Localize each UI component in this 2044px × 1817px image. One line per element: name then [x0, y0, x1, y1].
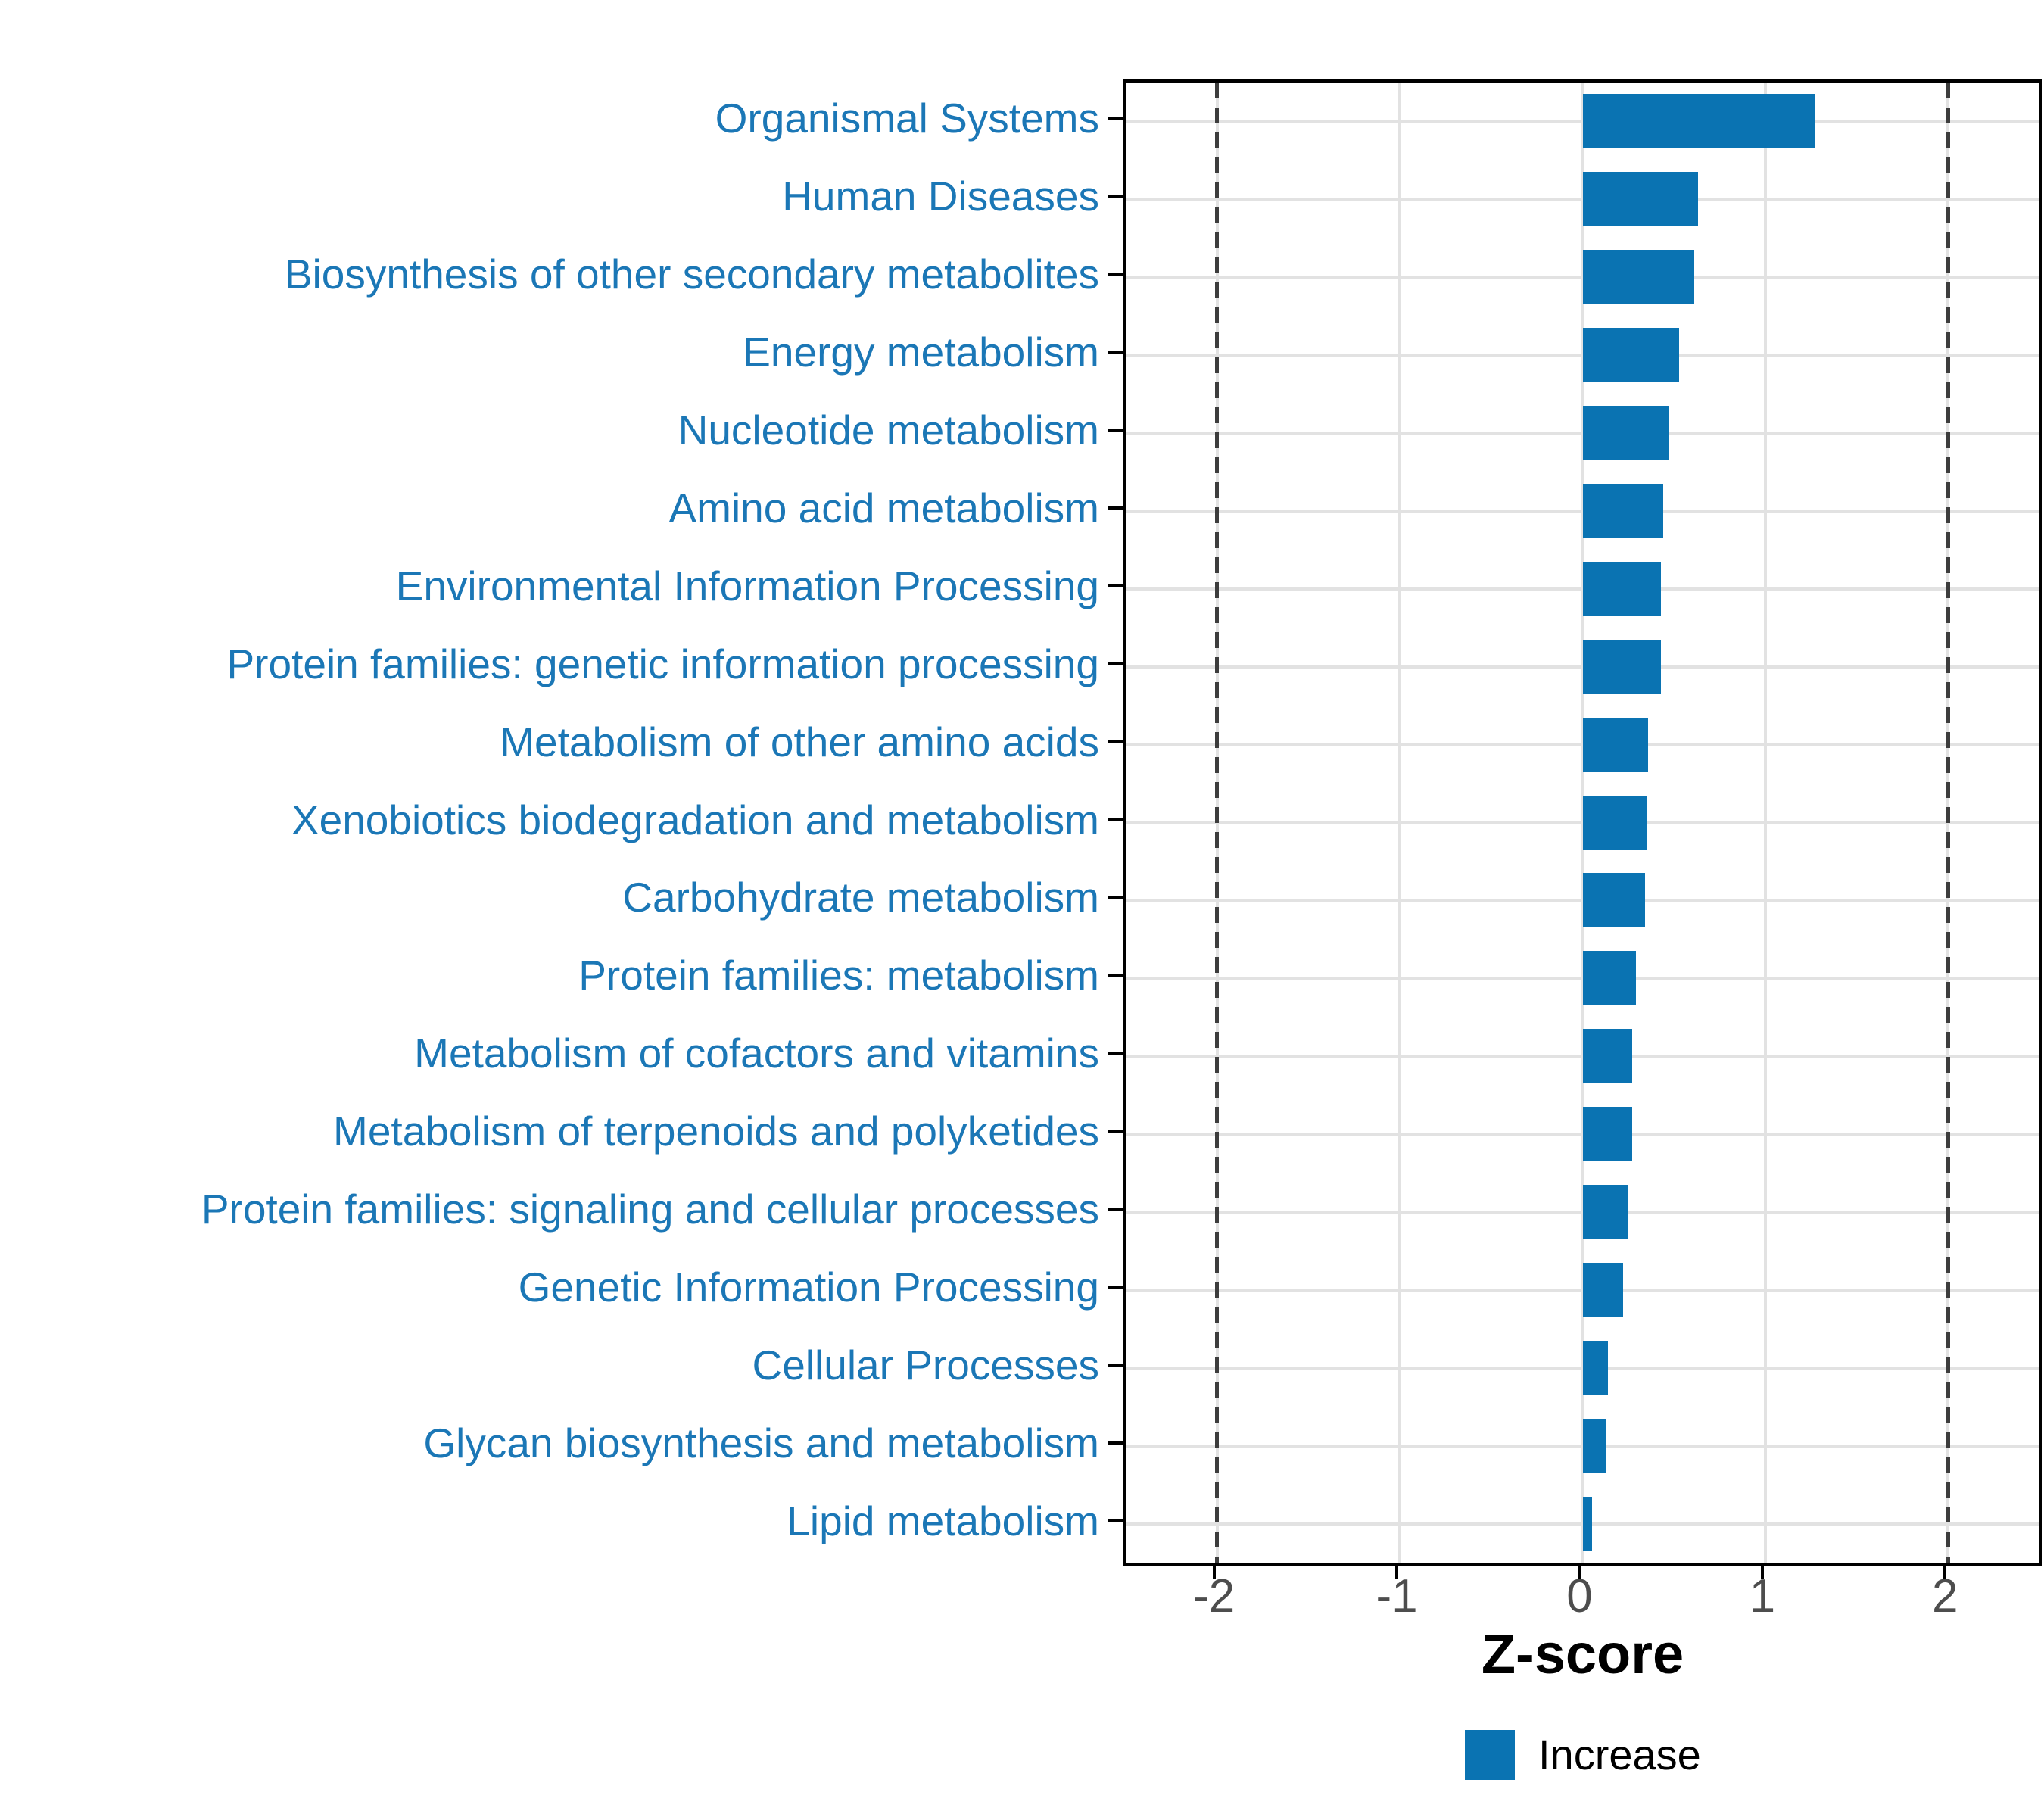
x-tick-label: 2: [1932, 1570, 1958, 1622]
y-axis-tick: [1108, 974, 1123, 977]
category-label: Metabolism of cofactors and vitamins: [414, 1030, 1099, 1077]
bar: [1582, 1340, 1609, 1395]
bar: [1582, 1029, 1632, 1084]
bar: [1582, 483, 1663, 538]
y-axis-tick: [1108, 818, 1123, 821]
x-tick-label: 0: [1566, 1570, 1593, 1622]
bar: [1582, 250, 1694, 305]
y-axis-tick: [1108, 1363, 1123, 1367]
plot-panel: [1123, 79, 2042, 1566]
y-axis-tick: [1108, 662, 1123, 665]
category-label: Energy metabolism: [743, 329, 1099, 376]
bar: [1582, 1262, 1623, 1317]
category-label: Protein families: signaling and cellular…: [201, 1185, 1099, 1233]
x-axis-title: Z-score: [1481, 1622, 1684, 1685]
x-axis-tick: [1943, 1563, 1947, 1579]
category-label: Lipid metabolism: [787, 1497, 1099, 1544]
x-axis-tick: [1760, 1563, 1764, 1579]
x-axis-tick: [1578, 1563, 1581, 1579]
y-axis-tick: [1108, 1441, 1123, 1445]
x-axis-tick: [1212, 1563, 1216, 1579]
dashed-guide-line: [1215, 83, 1220, 1563]
category-label: Metabolism of other amino acids: [500, 718, 1099, 765]
y-axis-tick: [1108, 1130, 1123, 1133]
y-axis-tick: [1108, 117, 1123, 120]
y-axis-tick: [1108, 1519, 1123, 1522]
bar: [1582, 795, 1647, 850]
category-label: Glycan biosynthesis and metabolism: [423, 1419, 1099, 1466]
category-label: Carbohydrate metabolism: [622, 874, 1099, 921]
y-axis-tick: [1108, 506, 1123, 510]
y-axis-tick: [1108, 1052, 1123, 1055]
dashed-guide-line: [1946, 83, 1950, 1563]
bar: [1582, 873, 1645, 928]
category-label: Nucleotide metabolism: [678, 407, 1099, 454]
bar: [1582, 561, 1662, 616]
y-axis-tick: [1108, 740, 1123, 743]
category-label: Environmental Information Processing: [395, 562, 1099, 609]
v-gridline: [1763, 83, 1767, 1563]
y-axis-tick: [1108, 351, 1123, 354]
category-label: Xenobiotics biodegradation and metabolis…: [291, 796, 1099, 843]
bar: [1582, 172, 1698, 227]
x-tick-label: -2: [1193, 1570, 1235, 1622]
legend-label-increase: Increase: [1538, 1731, 1701, 1778]
category-label: Cellular Processes: [752, 1341, 1099, 1388]
x-tick-label: -1: [1376, 1570, 1418, 1622]
y-axis-tick: [1108, 584, 1123, 587]
bar: [1582, 406, 1669, 461]
x-axis-tick: [1395, 1563, 1399, 1579]
v-gridline: [1398, 83, 1402, 1563]
y-axis-tick: [1108, 429, 1123, 432]
bar: [1582, 639, 1662, 694]
bar: [1582, 1184, 1628, 1239]
category-label: Protein families: genetic information pr…: [226, 640, 1099, 687]
bar: [1582, 1496, 1592, 1551]
category-label: Metabolism of terpenoids and polyketides: [333, 1108, 1099, 1155]
y-axis-tick: [1108, 195, 1123, 198]
category-label: Biosynthesis of other secondary metaboli…: [284, 251, 1099, 298]
bar: [1582, 717, 1649, 772]
y-axis-tick: [1108, 1285, 1123, 1289]
bar: [1582, 1107, 1632, 1162]
y-axis-tick: [1108, 896, 1123, 899]
category-label: Protein families: metabolism: [578, 952, 1099, 999]
category-label: Organismal Systems: [715, 95, 1099, 142]
bar: [1582, 94, 1815, 149]
category-label: Amino acid metabolism: [668, 484, 1099, 531]
y-axis-tick: [1108, 1207, 1123, 1211]
x-tick-label: 1: [1749, 1570, 1776, 1622]
bar: [1582, 328, 1680, 383]
bar: [1582, 1418, 1606, 1473]
category-label: Genetic Information Processing: [518, 1263, 1099, 1311]
bar: [1582, 951, 1636, 1006]
legend-swatch-increase: [1465, 1730, 1515, 1780]
category-label: Human Diseases: [782, 173, 1099, 220]
y-axis-tick: [1108, 273, 1123, 276]
